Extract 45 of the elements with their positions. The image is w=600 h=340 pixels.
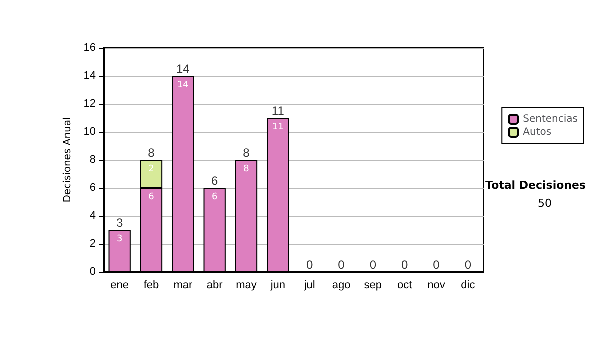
y-tick-label: 12 (84, 98, 96, 110)
total-label: 8 (243, 146, 250, 160)
y-tick-label: 16 (84, 42, 96, 54)
data-label: 14 (177, 80, 190, 90)
x-tick-label: ago (332, 280, 351, 292)
data-label: 2 (148, 164, 154, 174)
total-label: 3 (116, 216, 124, 230)
y-tick-label: 6 (90, 182, 96, 194)
total-label: 8 (148, 146, 156, 160)
total-label: 0 (433, 258, 440, 272)
x-tick-label: mar (174, 280, 193, 292)
y-tick-label: 4 (90, 210, 96, 222)
data-label: 6 (148, 192, 155, 202)
x-tick-label: may (236, 280, 258, 292)
text: Total Decisiones (486, 179, 586, 192)
text: 50 (538, 197, 552, 210)
x-tick-label: dic (461, 280, 476, 292)
x-tick-label: oct (397, 280, 412, 292)
total-label: 11 (272, 104, 285, 118)
x-tick-label: jul (303, 280, 316, 292)
total-label: 0 (370, 258, 377, 272)
y-tick-label: 14 (84, 70, 96, 82)
legend-label: Sentencias (523, 114, 578, 125)
legend-label: Autos (523, 127, 552, 138)
data-label: 11 (272, 122, 284, 132)
y-axis-title: Decisiones Anual (62, 117, 74, 203)
y-tick-label: 2 (90, 238, 96, 250)
y-tick-label: 10 (84, 126, 96, 138)
x-tick-label: nov (428, 280, 446, 292)
total-label: 0 (401, 258, 408, 272)
total-label: 0 (338, 258, 346, 272)
x-tick-label: sep (364, 280, 382, 292)
x-tick-label: feb (144, 280, 160, 292)
total-label: 0 (464, 258, 472, 272)
y-tick-label: 0 (90, 266, 96, 278)
x-tick-label: abr (206, 280, 224, 292)
total-label: 14 (176, 62, 190, 76)
data-label: 6 (212, 192, 218, 202)
data-label: 8 (244, 164, 250, 174)
x-tick-label: jun (270, 280, 286, 292)
x-tick-label: ene (110, 280, 130, 292)
y-tick-label: 8 (90, 154, 96, 166)
total-label: 0 (306, 258, 314, 272)
data-label: 3 (116, 234, 123, 244)
total-label: 6 (211, 174, 218, 188)
